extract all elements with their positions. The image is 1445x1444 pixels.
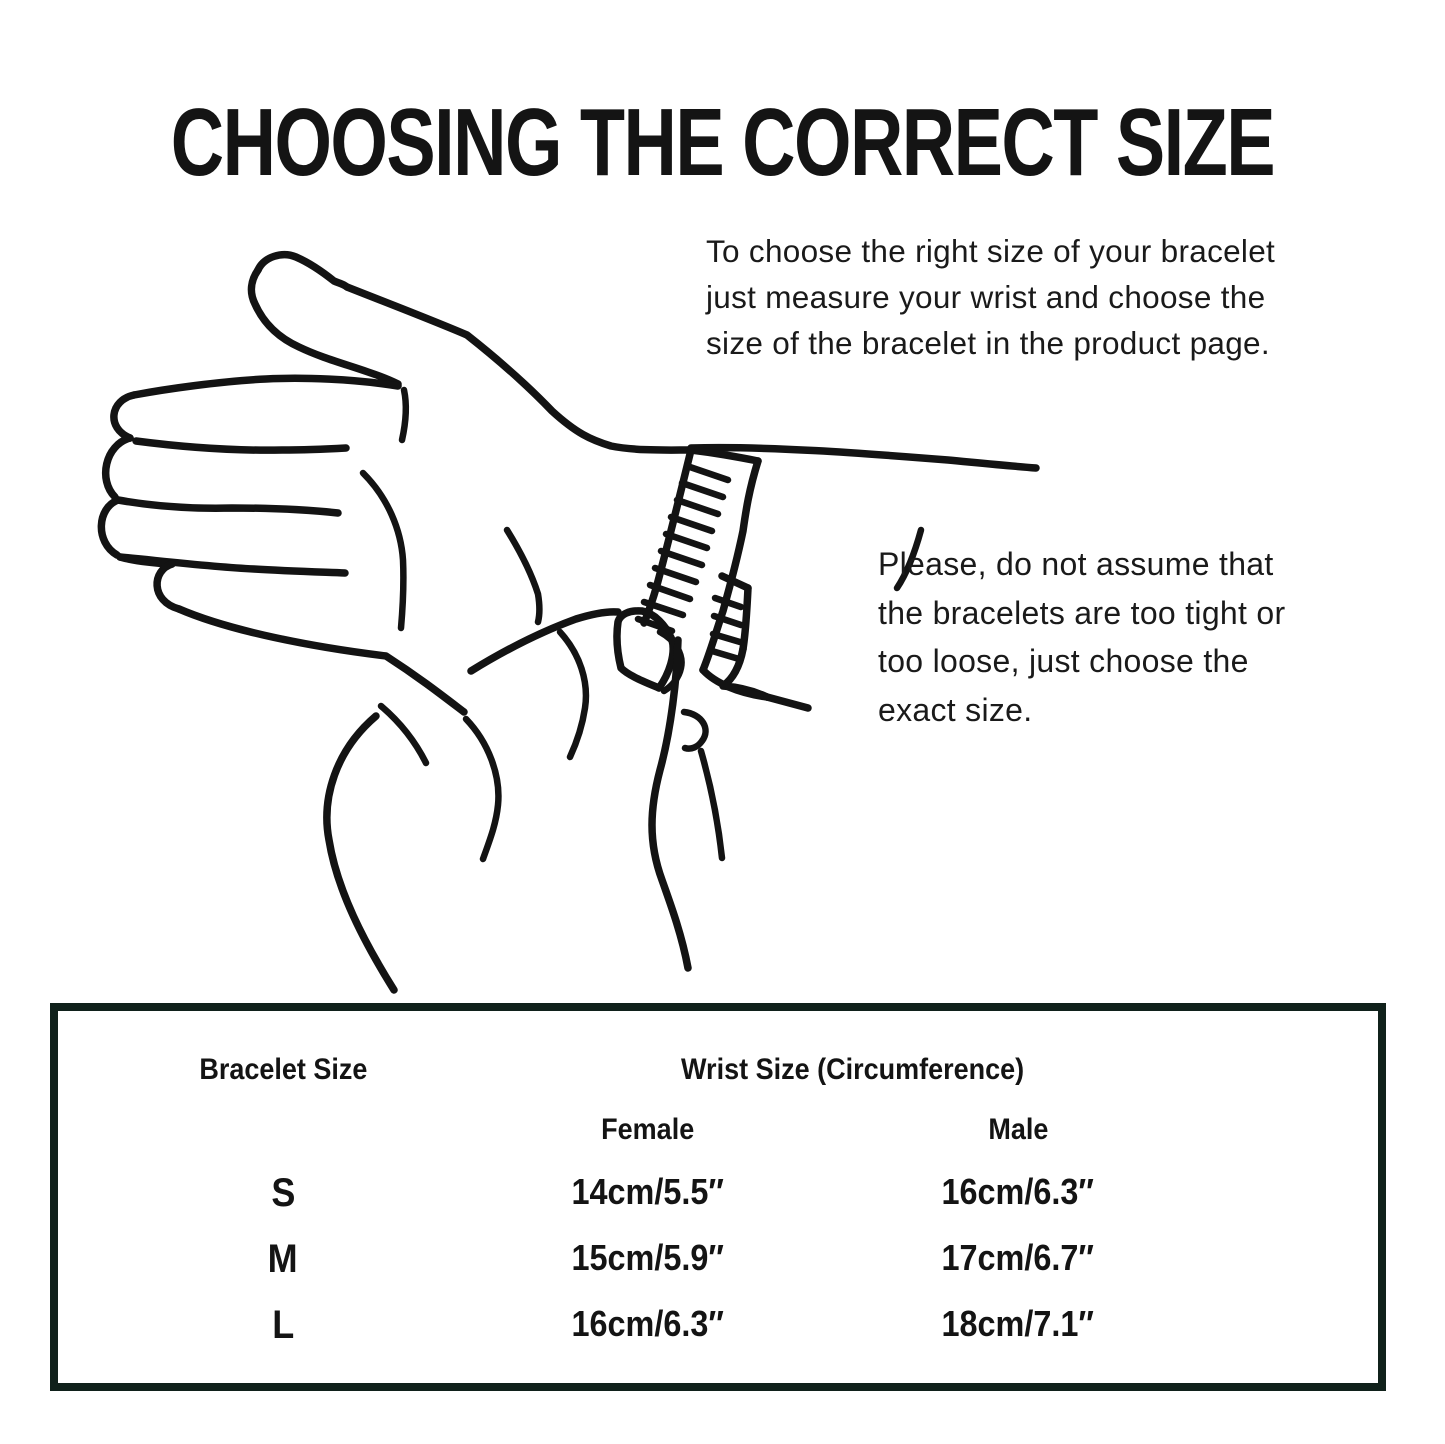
table-header-bracelet-size: Bracelet Size <box>198 1053 368 1086</box>
page-title-text: CHOOSING THE CORRECT SIZE <box>170 89 1276 196</box>
table-subheader-male: Male <box>987 1113 1049 1146</box>
table-header-wrist-size: Wrist Size (Circumference) <box>681 1053 1025 1086</box>
measured-hand-drawing <box>97 250 1040 716</box>
table-row-s-size: S <box>270 1171 296 1215</box>
holding-hand-drawing <box>323 607 726 994</box>
size-table: Bracelet Size Wrist Size (Circumference)… <box>50 1003 1386 1391</box>
intro-line-1: To choose the right size of your bracele… <box>706 233 1276 269</box>
table-row-s-male: 16cm/6.3″ <box>941 1171 1095 1212</box>
table-row-m-male: 17cm/6.7″ <box>941 1237 1095 1278</box>
intro-paragraph: To choose the right size of your bracele… <box>706 228 1275 366</box>
table-subheader-female: Female <box>601 1113 695 1146</box>
table-row-s-female: 14cm/5.5″ <box>571 1171 725 1212</box>
table-row-l-female: 16cm/6.3″ <box>571 1303 725 1344</box>
page-title: CHOOSING THE CORRECT SIZE <box>0 88 1445 198</box>
note-line-2: the bracelets are too tight or <box>878 594 1286 631</box>
table-row-m-female: 15cm/5.9″ <box>571 1237 725 1278</box>
note-paragraph: Please, do not assume that the bracelets… <box>878 540 1285 734</box>
table-row-m-size: M <box>267 1237 298 1281</box>
note-line-3: too loose, just choose the <box>878 643 1249 679</box>
note-line-4: exact size. <box>878 691 1033 728</box>
intro-line-2: just measure your wrist and choose the <box>706 279 1266 315</box>
intro-line-3: size of the bracelet in the product page… <box>706 325 1270 361</box>
table-row-l-size: L <box>272 1303 294 1347</box>
note-line-1: Please, do not assume that <box>878 546 1274 582</box>
table-row-l-male: 18cm/7.1″ <box>941 1303 1095 1344</box>
hand-measuring-tape-illustration <box>97 250 1040 994</box>
measuring-tape-drawing <box>634 446 812 712</box>
